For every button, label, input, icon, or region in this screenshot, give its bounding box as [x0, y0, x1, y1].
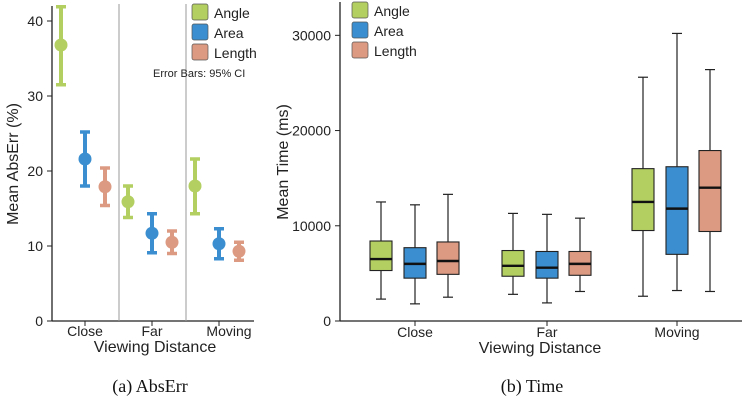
- time-legend-label: Area: [374, 23, 404, 39]
- time-legend-swatch-length: [351, 41, 369, 59]
- time-box-angle: [631, 76, 655, 297]
- abserr-y-ticks: 0 10 20 30 40: [27, 13, 52, 329]
- time-y-tick-label: 20000: [292, 123, 331, 139]
- time-legend-label: Angle: [374, 3, 410, 19]
- abserr-legend-swatch-area: [191, 23, 209, 41]
- time-legend-label: Length: [374, 43, 417, 59]
- abserr-y-tick-label: 40: [27, 13, 43, 29]
- box-iqr: [535, 250, 559, 279]
- time-legend-swatch-area: [351, 21, 369, 39]
- abserr-x-tick-label: Moving: [206, 323, 251, 339]
- abserr-chart: 0 10 20 30 40 Close Far Moving Mean AbsErr (%)…: [5, 3, 257, 356]
- time-x-tick-label: Close: [397, 324, 433, 340]
- time-box-area: [665, 32, 689, 292]
- abserr-legend-label: Area: [214, 25, 244, 41]
- time-y-ticks: 0 10000 20000 30000: [292, 27, 340, 329]
- box-iqr: [369, 240, 393, 272]
- abserr-y-label: Mean AbsErr (%): [5, 103, 22, 225]
- time-y-tick-label: 30000: [292, 27, 331, 43]
- abserr-legend-label: Angle: [214, 5, 250, 21]
- time-box-area: [535, 213, 559, 304]
- abserr-errorbar-angle: [54, 5, 68, 87]
- errorbar-mean-point: [165, 235, 179, 249]
- time-chart: 0 10000 20000 30000 Close Far Moving Mean Tim…: [275, 1, 742, 357]
- errorbar-mean-point: [232, 244, 246, 258]
- abserr-errorbar-angle: [188, 157, 202, 216]
- time-box-area: [403, 204, 427, 305]
- abserr-legend-swatch-length: [191, 43, 209, 61]
- abserr-errorbar-area: [212, 227, 226, 261]
- time-box-length: [436, 193, 460, 298]
- abserr-errorbar-length: [165, 229, 179, 256]
- abserr-errorbar-length: [232, 240, 246, 262]
- time-box-angle: [369, 201, 393, 300]
- abserr-errorbar-length: [98, 166, 112, 208]
- abserr-annotation: Error Bars: 95% CI: [153, 68, 245, 80]
- errorbar-mean-point: [121, 195, 135, 209]
- caption-b: (b) Time: [501, 376, 564, 397]
- abserr-x-tick-label: Close: [67, 323, 103, 339]
- abserr-errorbar-angle: [121, 184, 135, 220]
- abserr-legend: Angle Area Length: [191, 3, 257, 61]
- abserr-y-tick-label: 30: [27, 88, 43, 104]
- errorbar-mean-point: [54, 38, 68, 52]
- abserr-x-ticks: Close Far Moving: [67, 321, 252, 339]
- time-x-ticks: Close Far Moving: [397, 321, 700, 340]
- errorbar-mean-point: [78, 152, 92, 166]
- time-y-label: Mean Time (ms): [275, 104, 292, 220]
- time-series: [369, 32, 722, 305]
- time-y-tick-label: 0: [323, 313, 331, 329]
- abserr-y-tick-label: 10: [27, 238, 43, 254]
- errorbar-mean-point: [98, 180, 112, 194]
- time-box-length: [568, 217, 592, 293]
- box-iqr: [665, 166, 689, 255]
- abserr-legend-swatch-angle: [191, 3, 209, 21]
- abserr-errorbar-area: [145, 212, 159, 255]
- abserr-y-tick-label: 20: [27, 163, 43, 179]
- abserr-x-label: Viewing Distance: [94, 339, 217, 356]
- abserr-errorbar-area: [78, 130, 92, 188]
- errorbar-mean-point: [212, 237, 226, 251]
- box-iqr: [631, 168, 655, 232]
- time-x-tick-label: Far: [537, 324, 558, 340]
- time-x-label: Viewing Distance: [479, 340, 602, 357]
- time-box-length: [698, 69, 722, 293]
- time-y-tick-label: 10000: [292, 218, 331, 234]
- abserr-legend-label: Length: [214, 45, 257, 61]
- box-iqr: [501, 249, 525, 277]
- time-x-tick-label: Moving: [654, 324, 699, 340]
- abserr-y-tick-label: 0: [35, 313, 43, 329]
- abserr-series: [54, 5, 246, 262]
- time-legend: Angle Area Length: [351, 1, 417, 59]
- errorbar-mean-point: [188, 179, 202, 193]
- time-legend-swatch-angle: [351, 1, 369, 19]
- abserr-x-tick-label: Far: [142, 323, 163, 339]
- box-iqr: [436, 241, 460, 275]
- time-box-angle: [501, 212, 525, 295]
- errorbar-mean-point: [145, 226, 159, 240]
- caption-a: (a) AbsErr: [112, 376, 187, 397]
- box-iqr: [698, 149, 722, 233]
